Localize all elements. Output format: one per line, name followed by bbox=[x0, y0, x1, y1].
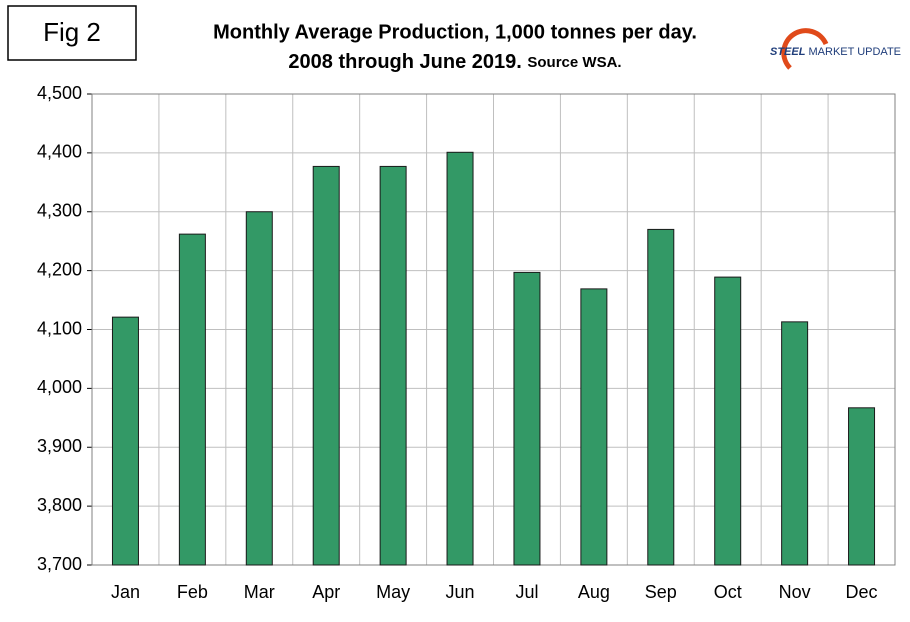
y-tick-label: 3,700 bbox=[37, 554, 82, 574]
x-tick-label: Sep bbox=[645, 582, 677, 602]
x-tick-label: May bbox=[376, 582, 410, 602]
logo-rest: MARKET UPDATE bbox=[809, 46, 902, 58]
logo-bold: STEEL bbox=[770, 46, 806, 58]
bar bbox=[379, 165, 407, 566]
x-tick-label: Jan bbox=[111, 582, 140, 602]
chart-subtitle-line: 2008 through June 2019. Source WSA. bbox=[288, 51, 621, 73]
source: Source WSA. bbox=[527, 54, 621, 71]
plot: 3,700 3,800 3,900 4,000 4,100 4,200 4,300 4,400… bbox=[37, 83, 896, 602]
y-tick-label: 4,400 bbox=[37, 142, 82, 162]
x-tick-label: Apr bbox=[312, 582, 340, 602]
x-tick-label: Feb bbox=[177, 582, 208, 602]
bar bbox=[178, 233, 206, 566]
bar bbox=[580, 288, 608, 566]
y-tick-label: 4,000 bbox=[37, 377, 82, 397]
x-tick-label: Dec bbox=[846, 582, 878, 602]
fig-label: Fig 2 bbox=[43, 17, 101, 47]
bar bbox=[513, 271, 541, 566]
bar bbox=[848, 407, 876, 566]
y-tick-label: 4,200 bbox=[37, 259, 82, 279]
x-tick-label: Jun bbox=[446, 582, 475, 602]
y-tick-label: 3,800 bbox=[37, 495, 82, 515]
x-tick-label: Nov bbox=[779, 582, 811, 602]
y-tick-label: 4,100 bbox=[37, 318, 82, 338]
chart-title: Monthly Average Production, 1,000 tonnes… bbox=[213, 21, 697, 43]
x-tick-label: Jul bbox=[515, 582, 538, 602]
bar bbox=[714, 276, 742, 566]
chart-subtitle: 2008 through June 2019. bbox=[288, 51, 521, 73]
fig-box bbox=[7, 5, 137, 61]
logo-text: STEEL MARKET UPDATE bbox=[770, 46, 901, 58]
bar bbox=[312, 165, 340, 566]
logo-swoosh bbox=[781, 28, 829, 70]
y-tick-label: 4,300 bbox=[37, 201, 82, 221]
bar bbox=[111, 316, 139, 566]
bar bbox=[245, 211, 273, 566]
y-tick-label: 4,500 bbox=[37, 83, 82, 103]
y-tick-label: 3,900 bbox=[37, 436, 82, 456]
bar bbox=[446, 151, 474, 566]
bar bbox=[647, 228, 675, 566]
x-tick-label: Oct bbox=[714, 582, 742, 602]
x-tick-label: Aug bbox=[578, 582, 610, 602]
plot-border bbox=[91, 93, 896, 566]
bar bbox=[781, 321, 809, 566]
x-tick-label: Mar bbox=[244, 582, 275, 602]
